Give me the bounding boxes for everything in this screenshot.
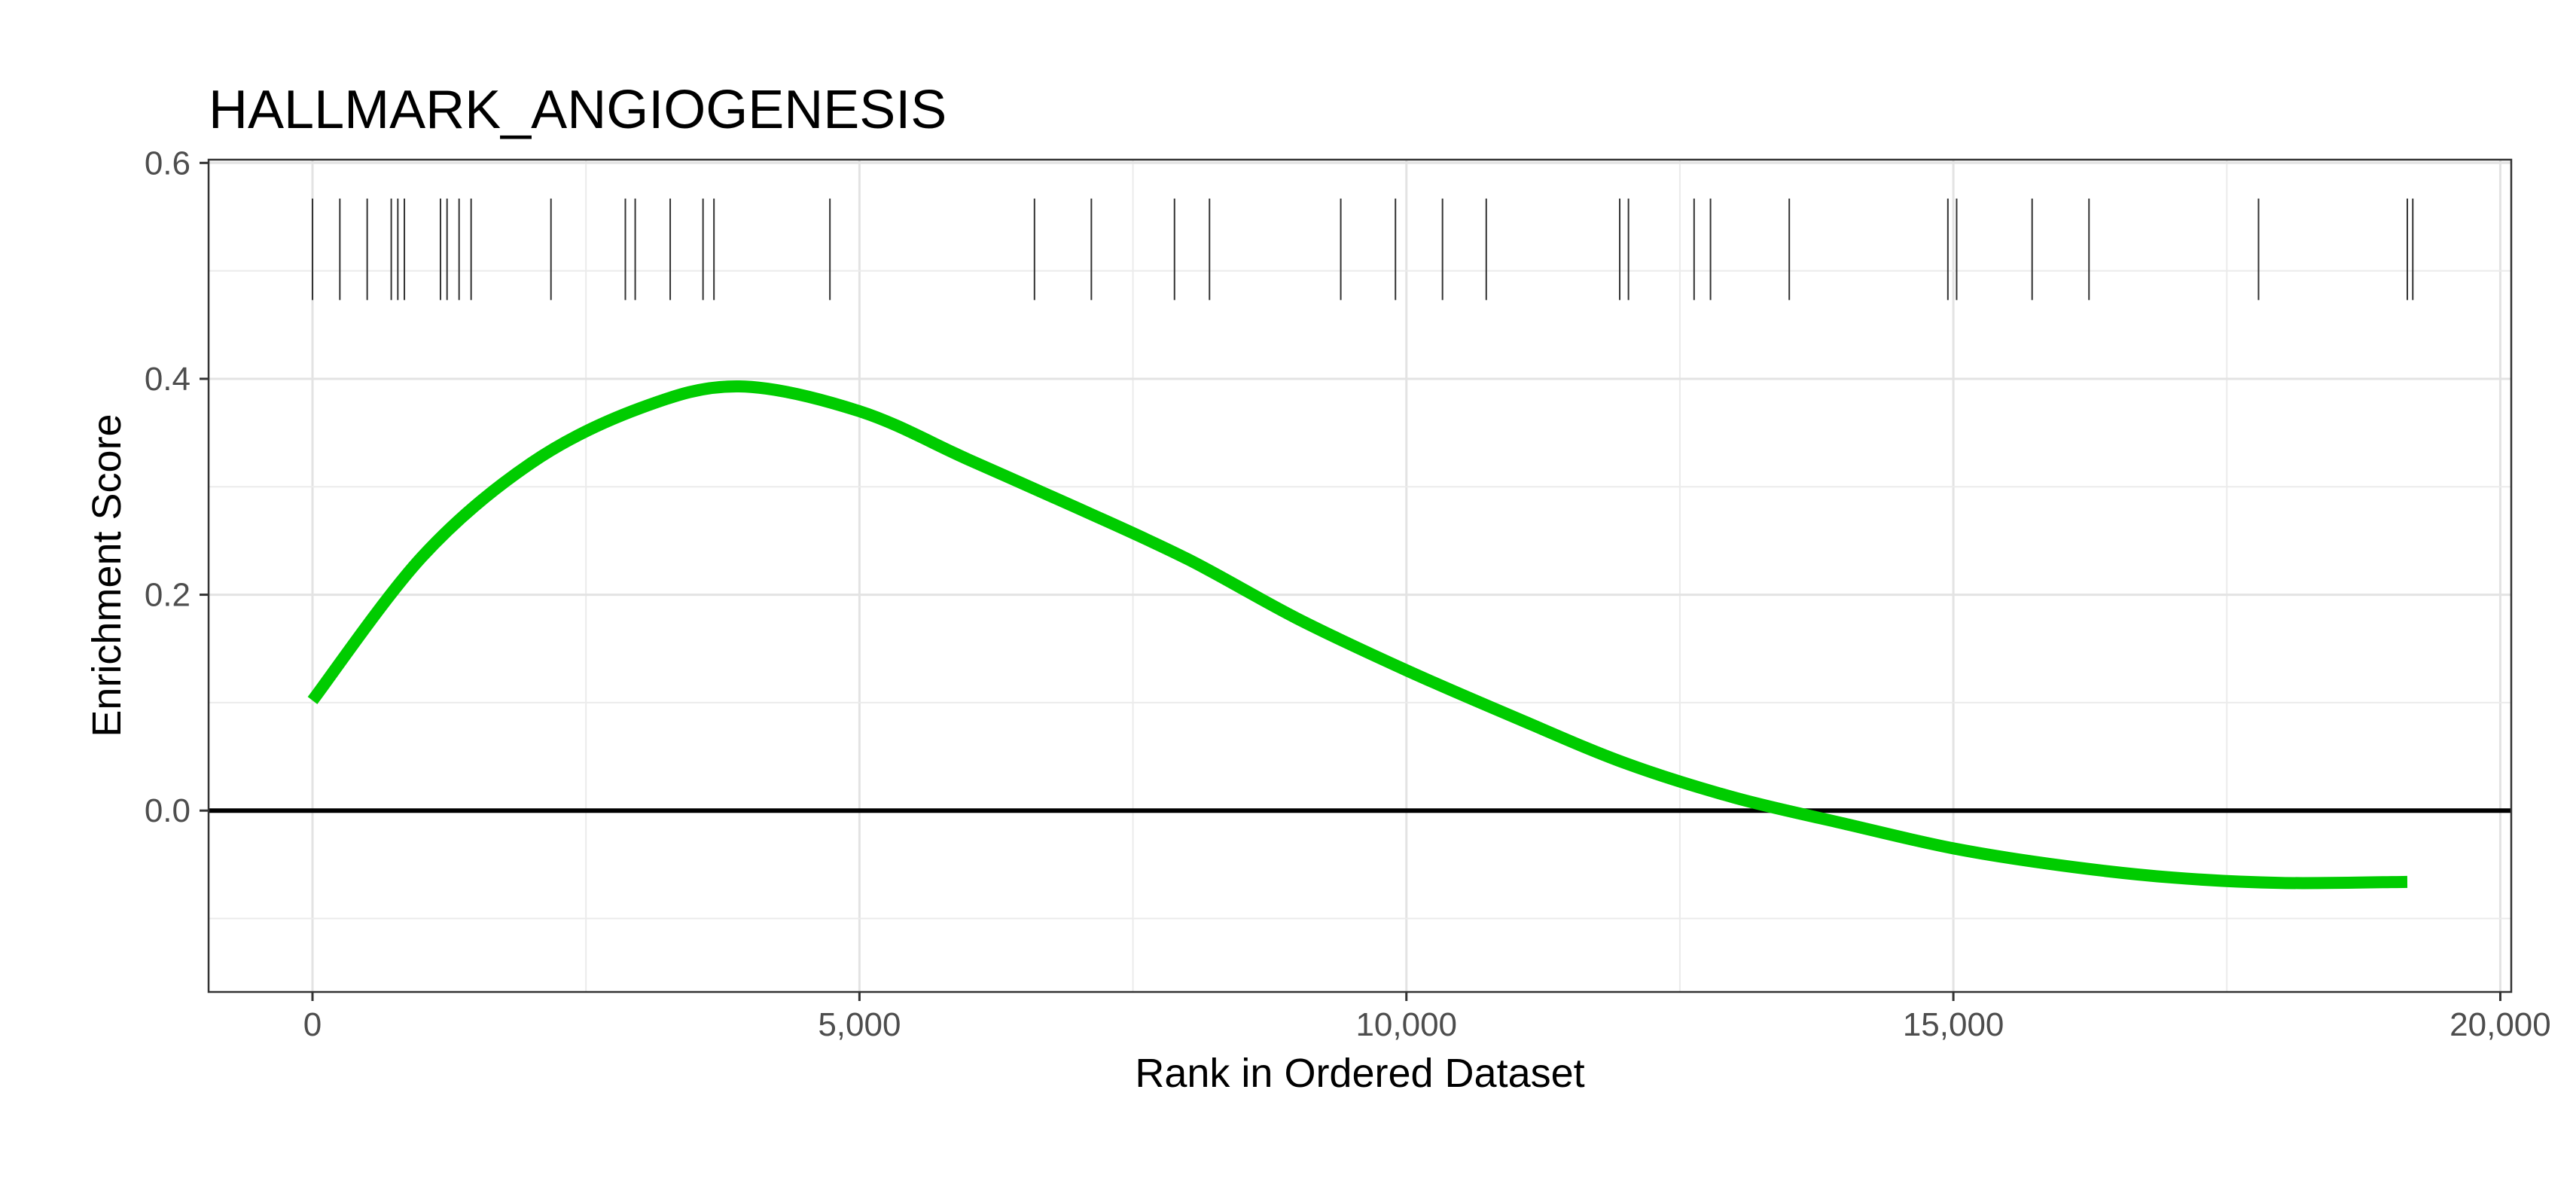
panel-border — [207, 158, 2513, 993]
axis-layer: 0 5,000 10,000 15,000 20,000 0.0 0.2 0.4 0.6 — [145, 145, 2551, 1043]
x-tick-label: 5,000 — [818, 1006, 901, 1043]
chart-title: HALLMARK_ANGIOGENESIS — [209, 80, 947, 140]
enrichment-score-line — [307, 380, 2408, 890]
y-tick-label: 0.6 — [145, 145, 191, 182]
y-tick-label: 0.4 — [145, 361, 191, 398]
grid-layer — [209, 160, 2511, 992]
x-tick-label: 15,000 — [1903, 1006, 2004, 1043]
x-tick-label: 10,000 — [1355, 1006, 1457, 1043]
gene-hit-marks — [312, 198, 2414, 301]
x-tick-label: 0 — [303, 1006, 322, 1043]
y-tick-label: 0.2 — [145, 577, 191, 614]
series-layer — [307, 380, 2408, 890]
y-tick-label: 0.0 — [145, 792, 191, 829]
y-axis-label: Enrichment Score — [84, 414, 130, 737]
x-axis-label: Rank in Ordered Dataset — [1135, 1051, 1584, 1096]
x-tick-label: 20,000 — [2449, 1006, 2551, 1043]
